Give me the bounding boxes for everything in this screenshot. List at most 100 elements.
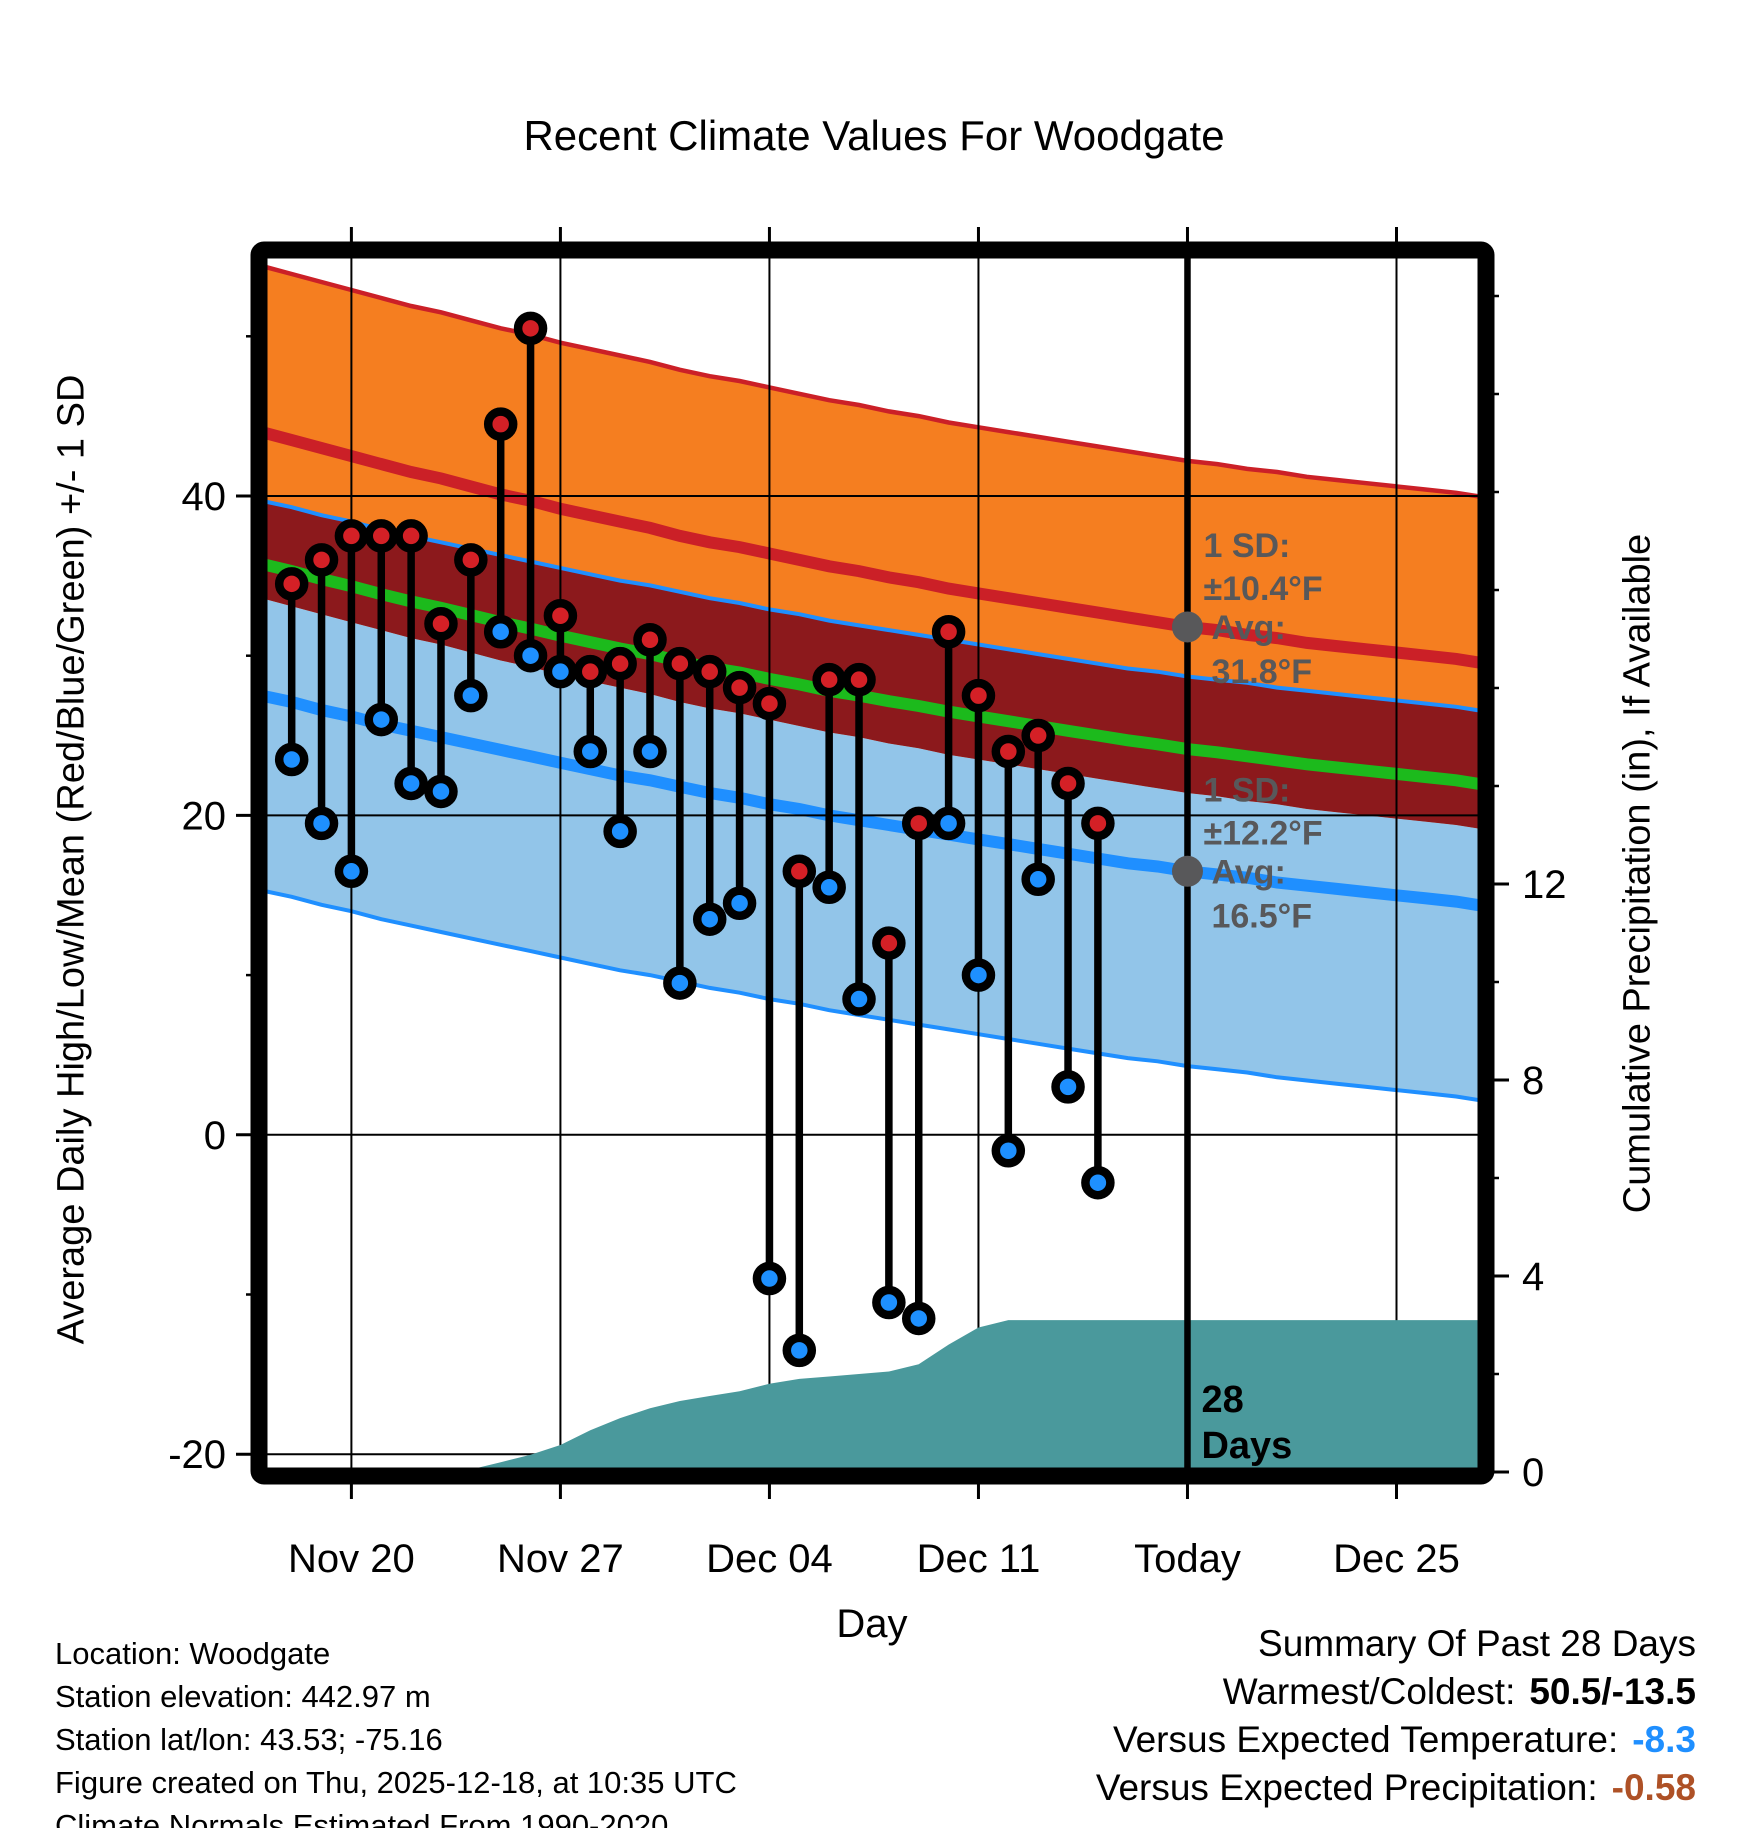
svg-text:31.8°F: 31.8°F bbox=[1211, 653, 1312, 691]
precip-tick-label: 8 bbox=[1522, 1059, 1544, 1103]
high-dot bbox=[543, 599, 578, 633]
svg-text:28: 28 bbox=[1201, 1379, 1243, 1421]
precip-tick-label: 4 bbox=[1522, 1255, 1544, 1299]
stem-nov-20 bbox=[334, 519, 369, 889]
high-dot bbox=[483, 407, 518, 441]
cumulative-precip-fill bbox=[476, 1320, 1479, 1468]
low-dot bbox=[872, 1285, 906, 1320]
stem-dec-05 bbox=[782, 854, 817, 1368]
low-dot bbox=[991, 1134, 1026, 1168]
high-dot bbox=[961, 678, 996, 713]
date-tick-label: Dec 25 bbox=[1333, 1537, 1460, 1581]
low-dot bbox=[1021, 862, 1055, 897]
left-axis-label: Average Daily High/Low/Mean (Red/Blue/Gr… bbox=[50, 374, 93, 1345]
summary-vs-precipitation: Versus Expected Precipitation: -0.58 bbox=[1095, 1767, 1696, 1808]
date-tick-label: Today bbox=[1134, 1537, 1241, 1581]
plot-frame bbox=[250, 241, 1495, 1485]
station-elevation: Station elevation: 442.97 m bbox=[55, 1679, 431, 1714]
stem-dec-04 bbox=[752, 686, 787, 1296]
stem-dec-13 bbox=[1021, 718, 1055, 897]
summary-warmest-coldest: Warmest/Coldest: 50.5/-13.5 bbox=[1222, 1671, 1696, 1712]
stem-nov-29 bbox=[603, 646, 637, 849]
stem-nov-18 bbox=[274, 567, 309, 777]
climate-normals-note: Climate Normals Estimated From 1990-2020 bbox=[55, 1808, 669, 1828]
high-dot bbox=[931, 614, 966, 649]
daily-observations bbox=[274, 311, 1115, 1368]
high-dot bbox=[513, 311, 548, 346]
svg-text:16.5°F: 16.5°F bbox=[1211, 897, 1312, 935]
svg-text:Avg:: Avg: bbox=[1211, 853, 1285, 891]
high-dot bbox=[424, 607, 458, 641]
low-dot bbox=[722, 886, 757, 920]
low-dot bbox=[812, 870, 846, 905]
high-dot bbox=[274, 567, 309, 601]
temp-tick-label: 0 bbox=[204, 1114, 226, 1158]
svg-text:Days: Days bbox=[1201, 1425, 1292, 1467]
avg-high-line bbox=[267, 427, 1479, 669]
summary-block: Summary Of Past 28 Days Warmest/Coldest:… bbox=[1096, 1620, 1696, 1812]
low-dot bbox=[394, 766, 428, 801]
high-dot bbox=[782, 854, 817, 889]
high-dot bbox=[812, 662, 846, 697]
station-info-block: Location: Woodgate Station elevation: 44… bbox=[55, 1632, 737, 1828]
svg-text:Avg:: Avg: bbox=[1211, 609, 1285, 647]
stem-dec-10 bbox=[931, 614, 966, 841]
stem-nov-22 bbox=[394, 519, 428, 801]
high-dot bbox=[991, 734, 1026, 769]
low-dot bbox=[842, 982, 876, 1016]
avg-low-line bbox=[267, 690, 1479, 912]
high-dot bbox=[872, 926, 906, 960]
low-dot bbox=[633, 734, 667, 769]
high-dot bbox=[334, 519, 369, 553]
avg-low-marker bbox=[1171, 855, 1203, 887]
low-dot bbox=[961, 958, 996, 992]
stem-nov-24 bbox=[454, 543, 488, 713]
temp-tick-label: 40 bbox=[182, 475, 227, 519]
stem-dec-11 bbox=[961, 678, 996, 992]
low-band bbox=[267, 599, 1479, 1101]
low-dot bbox=[274, 742, 309, 777]
low-dot bbox=[304, 806, 339, 841]
low-dot bbox=[573, 734, 608, 769]
stem-nov-21 bbox=[364, 519, 399, 737]
high-dot bbox=[454, 543, 488, 577]
stem-nov-26 bbox=[513, 311, 548, 673]
stem-dec-01 bbox=[663, 646, 697, 1000]
station-location: Location: Woodgate bbox=[55, 1636, 331, 1671]
chart-title: Recent Climate Values For Woodgate bbox=[523, 112, 1225, 159]
stem-dec-02 bbox=[692, 654, 727, 936]
low-dot bbox=[483, 614, 518, 649]
low-dot bbox=[364, 702, 399, 737]
temp-tick-label: 20 bbox=[182, 794, 227, 838]
stem-nov-23 bbox=[424, 607, 458, 809]
date-tick-label: Dec 04 bbox=[706, 1537, 833, 1581]
precip-tick-label: 0 bbox=[1522, 1451, 1544, 1495]
high-dot bbox=[1051, 766, 1085, 801]
station-latlon: Station lat/lon: 43.53; -75.16 bbox=[55, 1722, 443, 1757]
low-dot bbox=[543, 654, 578, 689]
low-dot bbox=[692, 902, 727, 936]
high-dot bbox=[304, 543, 339, 577]
stem-nov-28 bbox=[573, 654, 608, 769]
stem-dec-03 bbox=[722, 670, 757, 920]
low-dot bbox=[663, 966, 697, 1000]
high-dot bbox=[1021, 718, 1055, 753]
low-dot bbox=[513, 638, 548, 673]
stem-nov-25 bbox=[483, 407, 518, 649]
high-dot bbox=[842, 662, 876, 697]
right-axis-label: Cumulative Precipitation (in), If Availa… bbox=[1616, 533, 1659, 1214]
svg-text:±12.2°F: ±12.2°F bbox=[1203, 814, 1322, 852]
date-tick-label: Nov 27 bbox=[497, 1537, 624, 1581]
stem-dec-14 bbox=[1051, 766, 1085, 1104]
high-dot bbox=[901, 806, 936, 841]
x-axis-label: Day bbox=[836, 1602, 908, 1646]
stem-dec-15 bbox=[1081, 806, 1115, 1200]
high-dot bbox=[722, 670, 757, 705]
svg-text:1 SD:: 1 SD: bbox=[1203, 771, 1290, 809]
stem-dec-09 bbox=[901, 806, 936, 1336]
high-dot bbox=[1081, 806, 1115, 841]
temp-tick-label: -20 bbox=[168, 1433, 226, 1477]
